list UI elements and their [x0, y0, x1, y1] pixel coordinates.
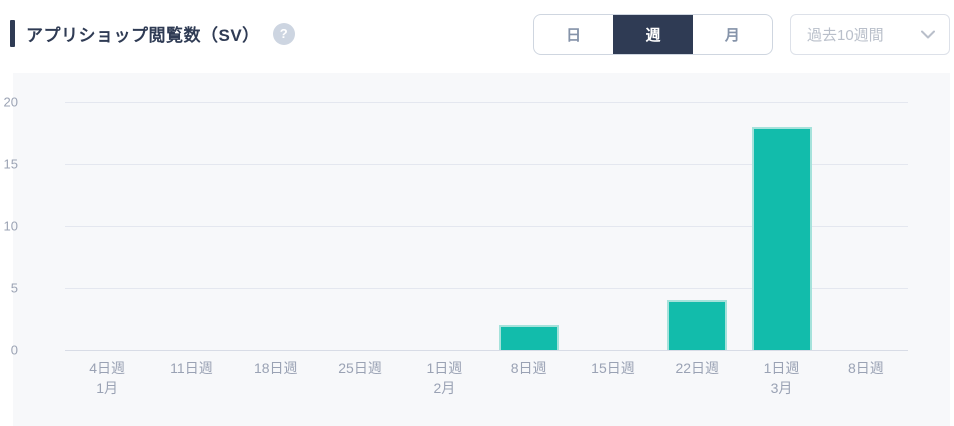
chevron-down-icon	[921, 30, 935, 39]
gridline-y20	[65, 102, 908, 103]
bar-22日週-value-4	[667, 300, 728, 350]
period-toggle-day[interactable]: 日	[534, 15, 613, 54]
widget-header: アプリショップ閲覧数（SV） ?	[10, 20, 295, 47]
y-axis-tick-label: 10	[3, 218, 18, 234]
title-accent-bar	[10, 20, 15, 47]
x-axis-month-label: 1月	[96, 380, 119, 396]
range-select[interactable]: 過去10週間	[790, 14, 950, 55]
help-icon[interactable]: ?	[272, 22, 295, 45]
x-axis-tick-label: 1日週 3月	[739, 358, 823, 398]
gridline-y0	[65, 350, 908, 351]
x-axis-tick-label: 25日週	[338, 360, 382, 376]
range-select-value: 過去10週間	[807, 27, 884, 44]
x-axis-tick-label: 4日週 1月	[65, 358, 149, 398]
x-axis-tick-label: 1日週 2月	[402, 358, 486, 398]
plot-area: 0 5 10 15 20 4日週 1月 11日週 18日週 25日週 1日週 2月 8日週 15日週 22日…	[4, 95, 908, 396]
bar-1日週-value-18	[751, 126, 812, 350]
gridline-y10	[65, 226, 908, 227]
x-axis-tick-label: 8日週	[847, 360, 884, 376]
x-axis-tick-label: 8日週	[510, 360, 547, 376]
y-axis-tick-label: 20	[3, 94, 18, 110]
x-axis-tick-label: 22日週	[675, 360, 720, 376]
gridline-y5	[65, 288, 908, 289]
y-axis-tick-label: 0	[10, 342, 18, 358]
x-axis-tick-label: 15日週	[591, 360, 635, 376]
period-toggle-month[interactable]: 月	[693, 15, 772, 54]
period-toggle-week[interactable]: 週	[613, 15, 693, 54]
x-axis-month-label: 2月	[433, 380, 456, 396]
x-axis-tick-label: 18日週	[253, 360, 298, 376]
y-axis-tick-label: 5	[10, 280, 18, 296]
period-toggle-group: 日 週 月	[533, 14, 773, 55]
bar-8日週-value-2	[498, 325, 559, 350]
y-axis-tick-label: 15	[3, 156, 18, 172]
x-axis-tick-label: 11日週	[170, 360, 213, 376]
x-axis-month-label: 3月	[770, 380, 793, 396]
widget-title: アプリショップ閲覧数（SV）	[26, 26, 260, 45]
gridline-y15	[65, 164, 908, 165]
chart-panel: 0 5 10 15 20 4日週 1月 11日週 18日週 25日週 1日週 2月 8日週 15日週 22日…	[4, 73, 950, 426]
